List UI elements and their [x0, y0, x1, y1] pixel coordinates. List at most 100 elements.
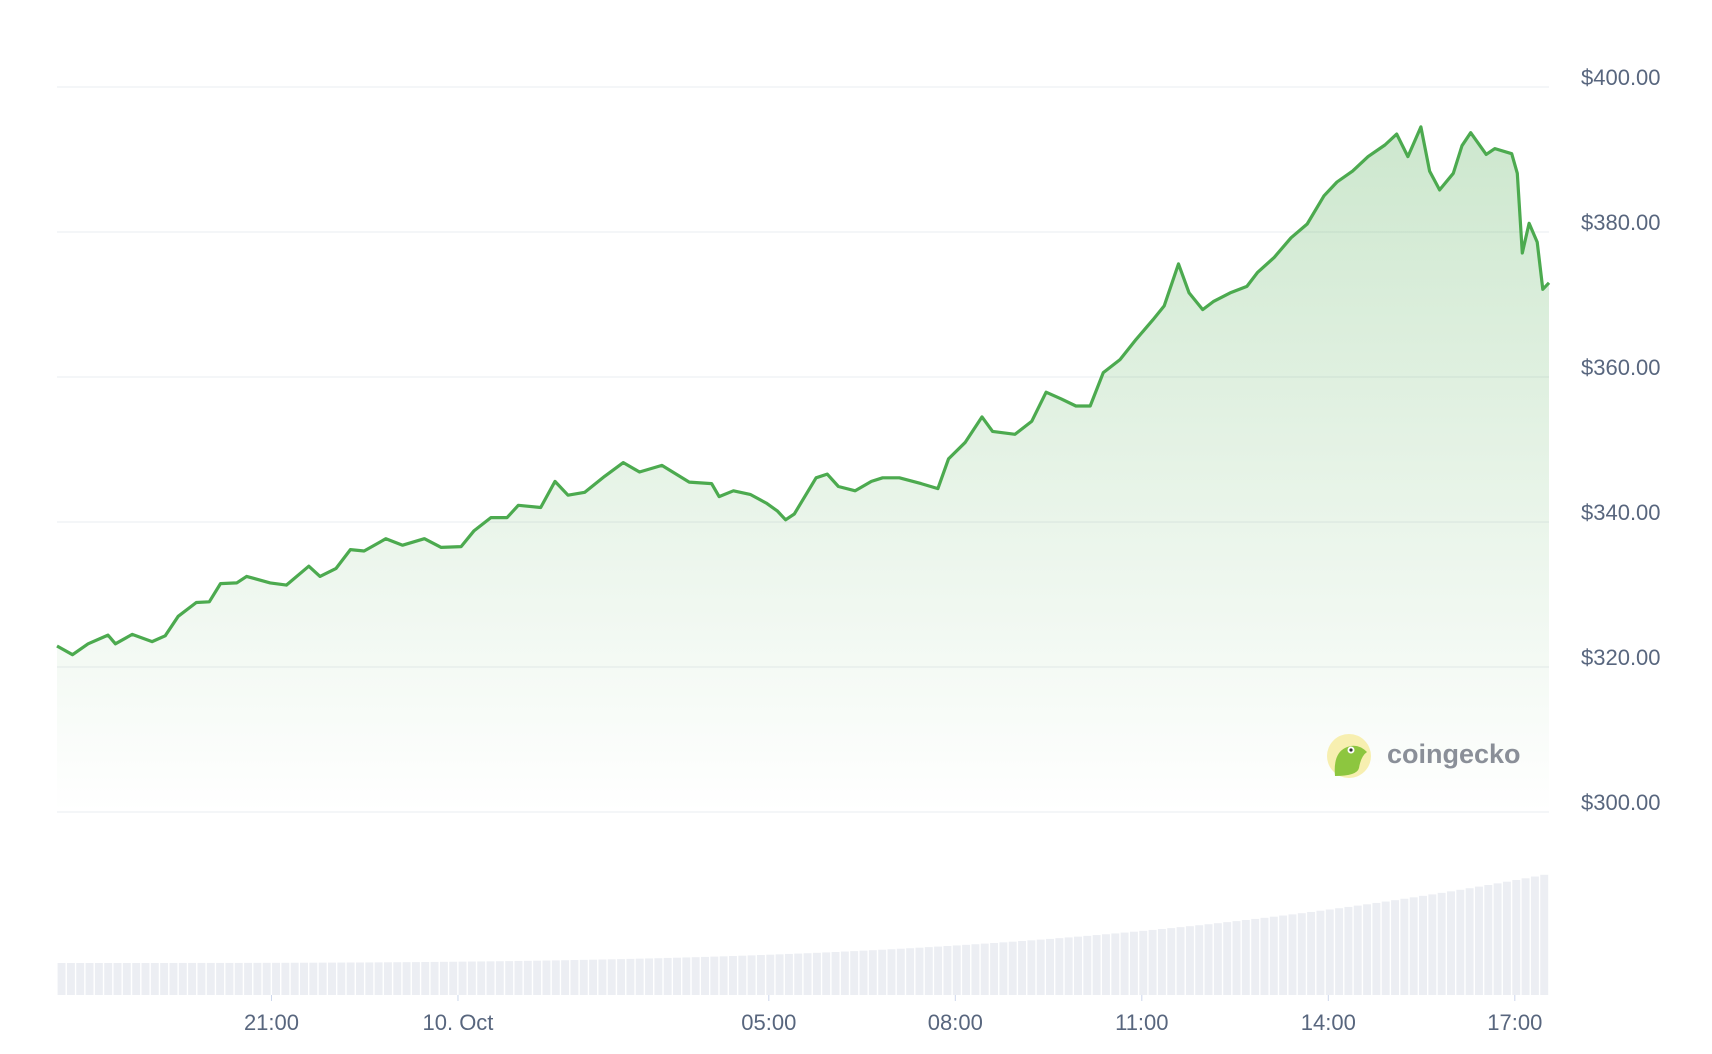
- volume-bar: [589, 959, 598, 995]
- volume-bar: [1325, 909, 1334, 995]
- volume-bar: [645, 958, 653, 995]
- volume-bar: [1475, 886, 1483, 995]
- volume-bar: [141, 962, 150, 995]
- volume-bar: [980, 943, 989, 995]
- volume-bar: [1204, 924, 1213, 995]
- volume-bar: [76, 962, 85, 995]
- volume-bar: [290, 962, 299, 995]
- volume-bar: [1027, 940, 1036, 995]
- volume-bar: [626, 958, 635, 995]
- volume-bar: [999, 942, 1008, 995]
- volume-bar: [495, 961, 504, 995]
- volume-bar: [188, 962, 197, 995]
- volume-bar: [430, 961, 439, 995]
- volume-bar: [1381, 901, 1390, 995]
- volume-bar: [990, 942, 999, 995]
- volume-bar: [1139, 930, 1148, 995]
- volume-bar: [365, 962, 374, 995]
- volume-bar: [197, 962, 206, 995]
- volume-bar: [617, 959, 626, 995]
- volume-bar: [1335, 908, 1344, 995]
- y-tick-label: $320.00: [1581, 645, 1661, 670]
- volume-bar: [756, 955, 765, 995]
- volume-bar: [962, 944, 971, 995]
- volume-bar: [533, 960, 542, 995]
- volume-bar: [337, 962, 346, 995]
- volume-bar: [421, 962, 430, 995]
- y-tick-label: $400.00: [1581, 65, 1661, 90]
- volume-bar: [411, 962, 420, 995]
- volume-bar: [542, 960, 551, 995]
- volume-bar: [225, 962, 234, 995]
- volume-bar: [579, 959, 588, 995]
- volume-bar: [1279, 915, 1288, 995]
- volume-bar: [57, 963, 66, 995]
- volume-bar: [1046, 938, 1054, 995]
- x-tick-label: 21:00: [244, 1010, 299, 1035]
- volume-bar: [1111, 933, 1120, 995]
- volume-bar: [570, 960, 579, 995]
- watermark: coingecko: [1327, 734, 1521, 778]
- volume-bar: [122, 962, 131, 995]
- volume-bar: [1484, 885, 1493, 995]
- volume-bar: [635, 958, 644, 995]
- x-tick-label: 05:00: [741, 1010, 796, 1035]
- volume-bar: [1148, 929, 1157, 995]
- volume-bar: [784, 953, 793, 995]
- volume-bar: [169, 962, 178, 995]
- volume-bar: [906, 948, 915, 995]
- volume-bar: [206, 962, 215, 995]
- volume-bar: [1307, 911, 1316, 995]
- volume-bar: [1512, 880, 1521, 995]
- volume-bar: [1185, 926, 1194, 995]
- volume-bar: [300, 962, 308, 995]
- volume-bar: [924, 947, 933, 995]
- volume-bar: [85, 962, 94, 995]
- volume-bar: [383, 962, 392, 995]
- volume-bar: [682, 957, 691, 995]
- volume-bar: [113, 962, 122, 995]
- volume-bar: [281, 962, 290, 995]
- y-tick-label: $300.00: [1581, 790, 1661, 815]
- x-tick-label: 11:00: [1115, 1010, 1168, 1035]
- volume-bar: [449, 961, 458, 995]
- watermark-text: coingecko: [1387, 739, 1521, 769]
- volume-bar: [1400, 898, 1409, 995]
- y-tick-label: $380.00: [1581, 210, 1661, 235]
- volume-bar: [356, 962, 364, 995]
- volume-bar: [1465, 888, 1474, 995]
- volume-bar: [1502, 881, 1511, 995]
- volume-bar: [551, 960, 560, 995]
- volume-bar: [663, 957, 672, 995]
- volume-bar: [505, 961, 514, 995]
- volume-bar: [1297, 913, 1306, 995]
- volume-bar: [868, 950, 877, 995]
- volume-bar: [1288, 914, 1297, 995]
- volume-bar: [1260, 917, 1269, 995]
- volume-bar: [1213, 923, 1222, 995]
- volume-bar: [272, 962, 280, 995]
- volume-bar: [1316, 910, 1325, 995]
- volume-bar: [1036, 939, 1045, 995]
- volume-bar: [132, 962, 141, 995]
- volume-bar: [1241, 920, 1250, 995]
- volume-bar: [1344, 906, 1353, 995]
- volume-bar: [309, 962, 318, 995]
- volume-bar: [1428, 894, 1437, 995]
- volume-bar: [1521, 878, 1530, 995]
- volume-bar: [393, 962, 402, 995]
- volume-bar: [262, 962, 271, 995]
- volume-bar: [1391, 900, 1399, 995]
- volume-bar: [477, 961, 486, 995]
- volume-bar: [607, 959, 616, 995]
- volume-bar: [1008, 941, 1017, 995]
- volume-bar: [887, 949, 896, 995]
- volume-bar: [859, 950, 868, 995]
- volume-bar: [840, 951, 849, 995]
- volume-bar: [439, 961, 448, 995]
- volume-bar: [701, 956, 709, 995]
- volume-bar: [1251, 918, 1260, 995]
- volume-bar: [1223, 922, 1232, 995]
- volume-bar: [1195, 925, 1204, 995]
